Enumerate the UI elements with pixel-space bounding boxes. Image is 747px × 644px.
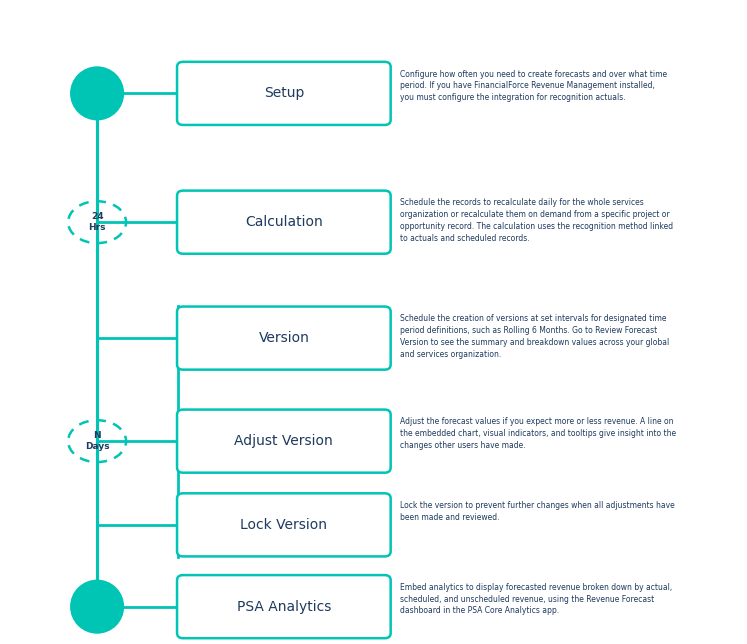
Text: Schedule the records to recalculate daily for the whole services
organization or: Schedule the records to recalculate dail… bbox=[400, 198, 673, 243]
Text: Schedule the creation of versions at set intervals for designated time
period de: Schedule the creation of versions at set… bbox=[400, 314, 669, 359]
Text: Calculation: Calculation bbox=[245, 215, 323, 229]
FancyBboxPatch shape bbox=[177, 62, 391, 125]
Text: Embed analytics to display forecasted revenue broken down by actual,
scheduled, : Embed analytics to display forecasted re… bbox=[400, 583, 672, 616]
Ellipse shape bbox=[70, 580, 124, 634]
Text: Lock the version to prevent further changes when all adjustments have
been made : Lock the version to prevent further chan… bbox=[400, 501, 675, 522]
Text: N
Days: N Days bbox=[85, 431, 109, 451]
Text: Adjust the forecast values if you expect more or less revenue. A line on
the emb: Adjust the forecast values if you expect… bbox=[400, 417, 676, 450]
Text: 24
Hrs: 24 Hrs bbox=[88, 212, 106, 232]
Text: PSA Analytics: PSA Analytics bbox=[237, 600, 331, 614]
Text: Lock Version: Lock Version bbox=[241, 518, 327, 532]
Text: Setup: Setup bbox=[264, 86, 304, 100]
Ellipse shape bbox=[70, 66, 124, 120]
FancyBboxPatch shape bbox=[177, 307, 391, 370]
Text: Adjust Version: Adjust Version bbox=[235, 434, 333, 448]
FancyBboxPatch shape bbox=[177, 575, 391, 638]
FancyBboxPatch shape bbox=[177, 493, 391, 556]
FancyBboxPatch shape bbox=[177, 410, 391, 473]
Text: Configure how often you need to create forecasts and over what time
period. If y: Configure how often you need to create f… bbox=[400, 70, 667, 102]
FancyBboxPatch shape bbox=[177, 191, 391, 254]
Text: Version: Version bbox=[258, 331, 309, 345]
